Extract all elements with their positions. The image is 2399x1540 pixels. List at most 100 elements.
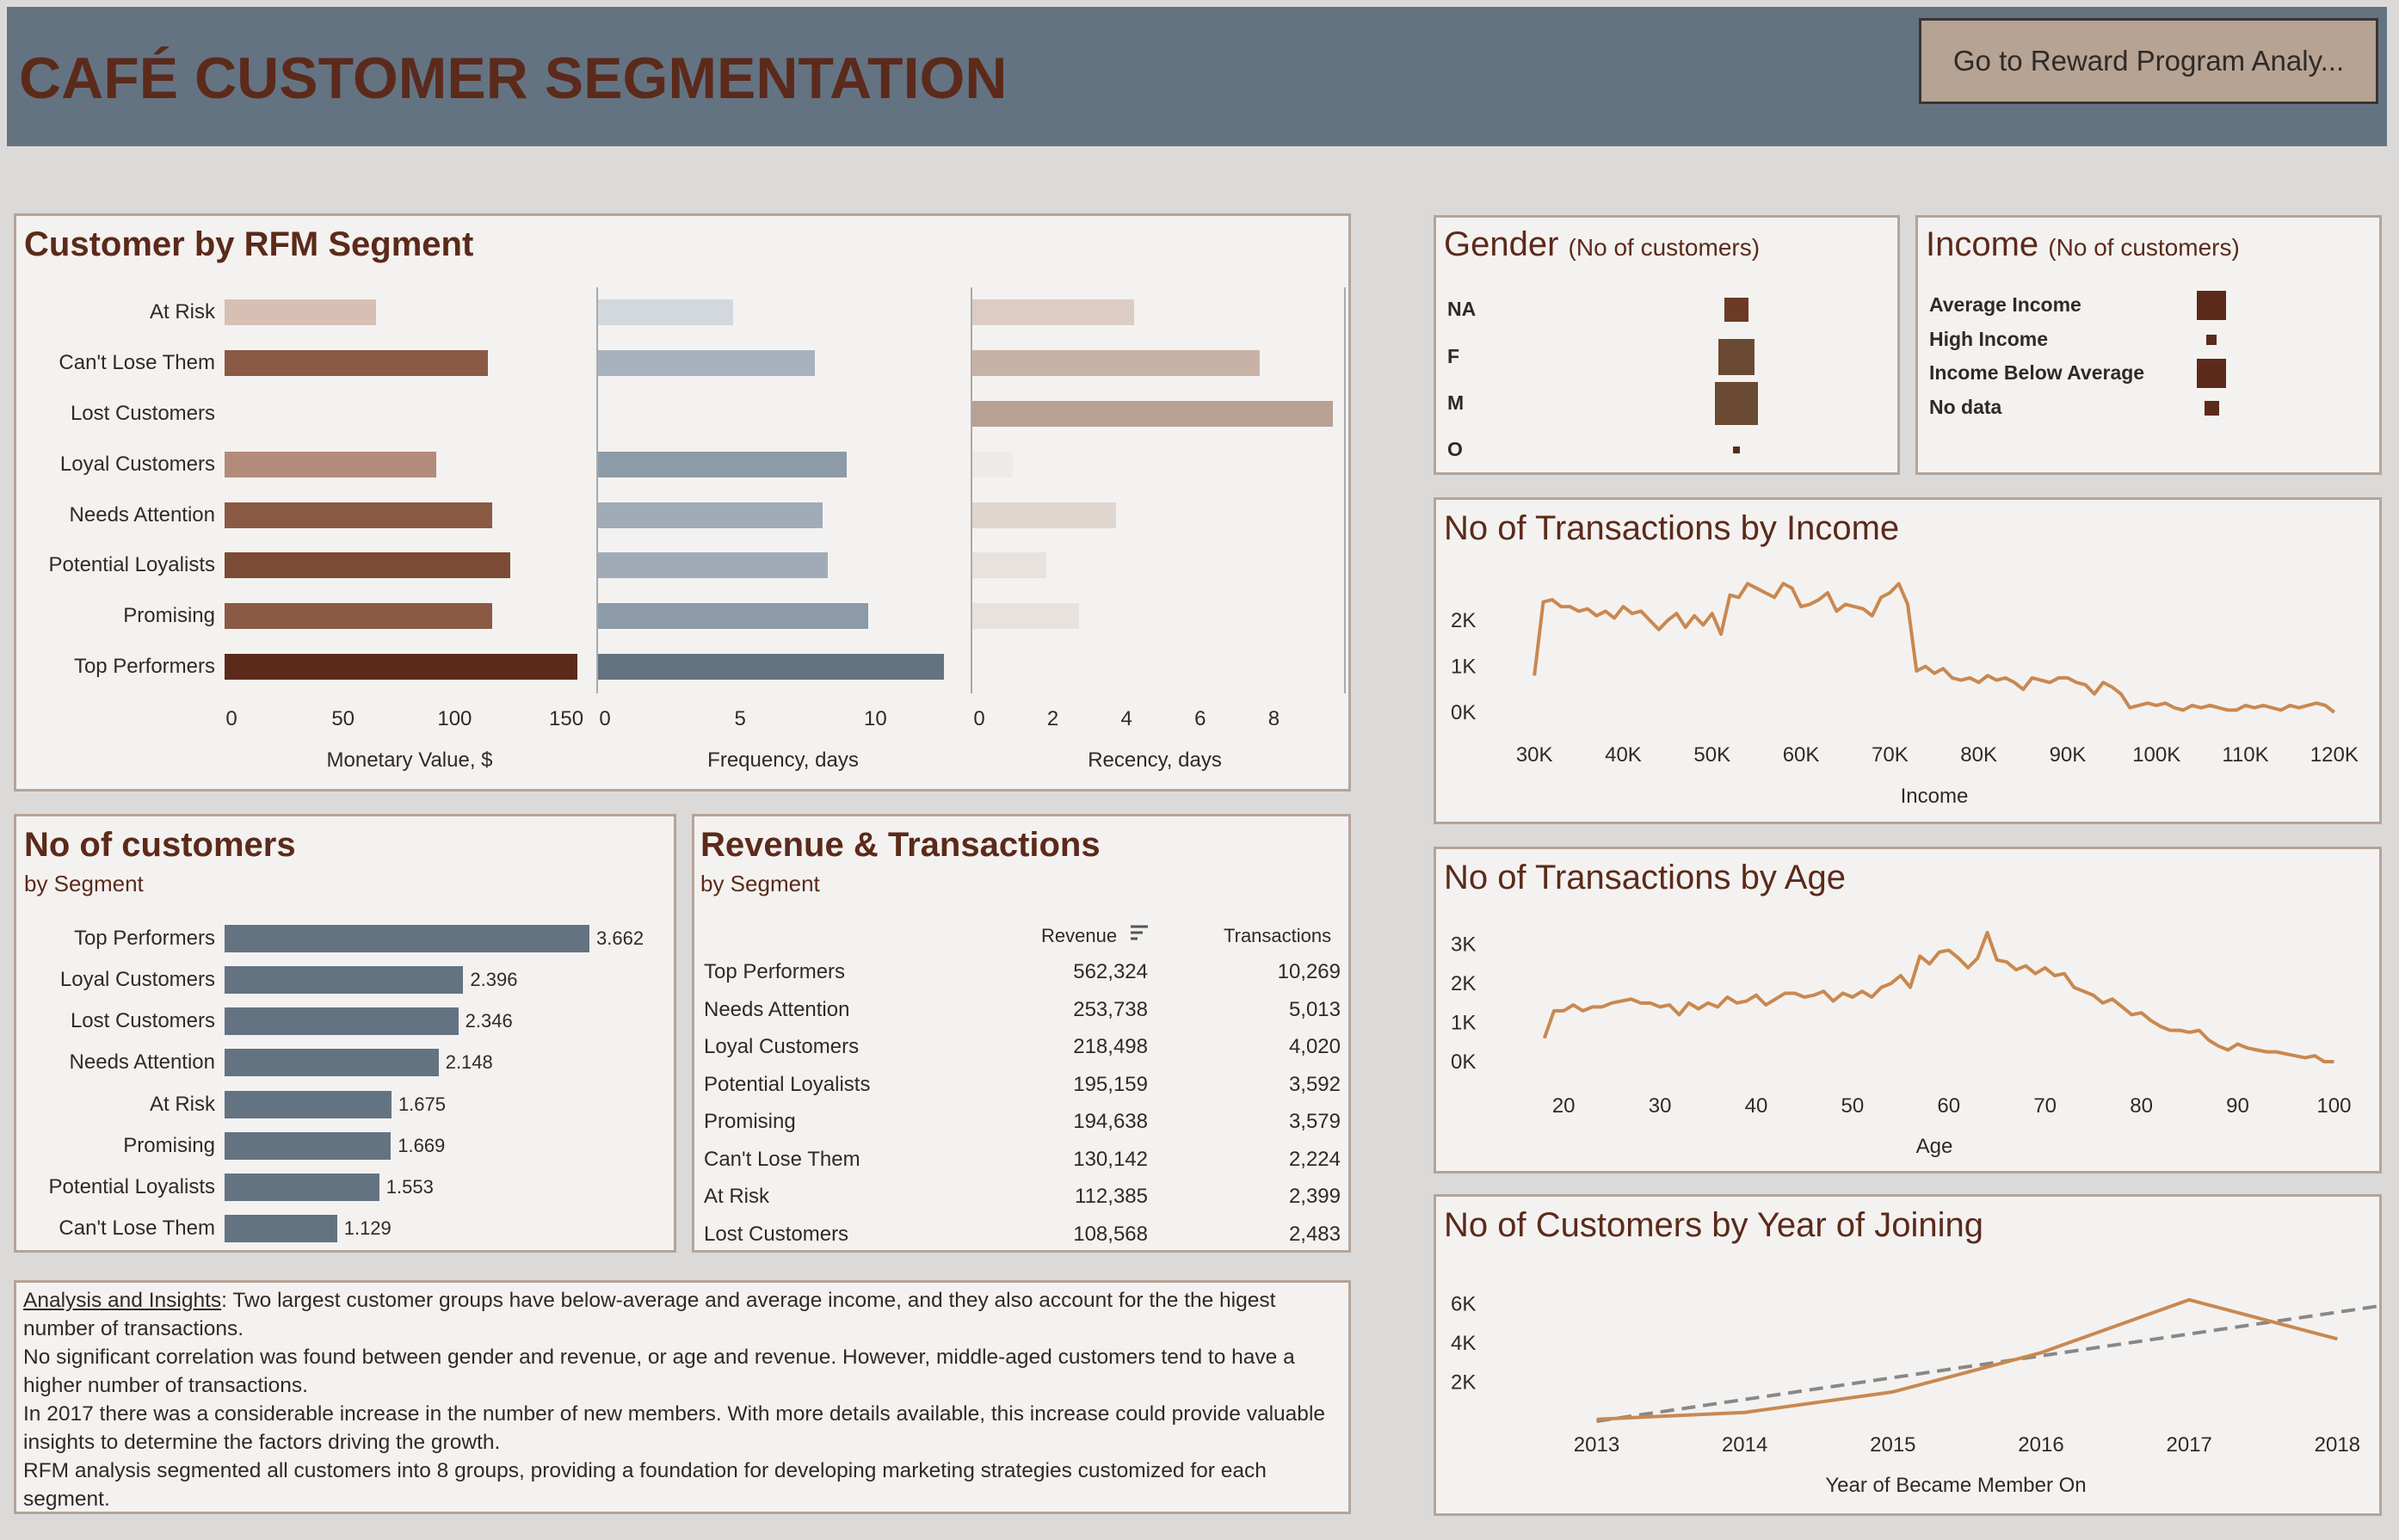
revenue-row-segment: Needs Attention xyxy=(704,997,850,1021)
y-tick-label: 6K xyxy=(1451,1292,1476,1315)
income-size-mark xyxy=(2206,335,2217,345)
go-to-reward-program-button[interactable]: Go to Reward Program Analy... xyxy=(1919,18,2378,104)
revenue-row-value: 130,142 xyxy=(1073,1147,1148,1171)
x-tick-label: 110K xyxy=(2222,743,2268,767)
customers-value-label: 1.553 xyxy=(385,1176,434,1198)
x-axis-title: Income xyxy=(1901,785,1969,808)
rfm-panel-title: Customer by RFM Segment xyxy=(24,225,474,263)
rfm-bar xyxy=(972,552,1046,578)
rfm-bar xyxy=(225,603,493,629)
x-tick-label: 20 xyxy=(1552,1094,1576,1118)
rfm-axis-title: Monetary Value, $ xyxy=(326,748,493,772)
rfm-axis-title: Recency, days xyxy=(1088,748,1222,772)
income-panel xyxy=(1915,215,2382,475)
customers-value-label: 2.148 xyxy=(445,1051,493,1073)
data-line xyxy=(1542,931,2334,1063)
insights-line-2: No significant correlation was found bet… xyxy=(23,1346,1295,1397)
x-tick-label: 80 xyxy=(2130,1094,2153,1118)
year-join-line-chart: 2013 2014 2015 2016 2017 2018 2K 4K 6K Year of Be… xyxy=(1451,1292,2382,1497)
gender-subtitle: (No of customers) xyxy=(1568,234,1761,261)
revenue-row-value: 194,638 xyxy=(1073,1110,1148,1133)
income-panel-title: Income (No of customers) xyxy=(1926,225,2240,264)
x-tick-label: 90 xyxy=(2226,1094,2249,1118)
gender-size-mark xyxy=(1715,382,1758,425)
rfm-bar xyxy=(972,299,1135,325)
customers-value-label: 1.129 xyxy=(343,1217,392,1239)
rfm-bar xyxy=(225,502,493,528)
customers-bar xyxy=(225,1173,379,1201)
customers-category-label: Needs Attention xyxy=(69,1050,215,1074)
y-tick-label: 2K xyxy=(1451,609,1476,632)
y-tick-label: 4K xyxy=(1451,1332,1476,1355)
revenue-row-transactions: 2,483 xyxy=(1288,1222,1341,1246)
revenue-panel-title: Revenue & Transactions xyxy=(700,826,1101,864)
x-tick-label: 50 xyxy=(1841,1094,1865,1118)
tx-income-title: No of Transactions by Income xyxy=(1444,509,1900,547)
x-axis-title: Year of Became Member On xyxy=(1825,1474,2086,1497)
revenue-row-value: 253,738 xyxy=(1073,997,1148,1021)
rfm-x-tick: 8 xyxy=(1267,707,1280,730)
gender-category-label: M xyxy=(1447,391,1465,414)
x-tick-label: 60K xyxy=(1783,743,1820,767)
rfm-bar xyxy=(225,552,510,578)
revenue-row-transactions: 3,592 xyxy=(1288,1072,1341,1096)
gender-panel-title: Gender (No of customers) xyxy=(1444,225,1760,264)
y-tick-label: 2K xyxy=(1451,1371,1476,1394)
rfm-bar xyxy=(972,603,1080,629)
x-tick-label: 2015 xyxy=(1870,1433,1915,1457)
revenue-column-header[interactable]: Revenue xyxy=(1041,925,1118,946)
income-category-label: Average Income xyxy=(1929,293,2081,316)
gender-panel xyxy=(1434,215,1900,475)
rfm-bar xyxy=(972,502,1116,528)
x-tick-label: 120K xyxy=(2310,743,2359,767)
income-category-label: No data xyxy=(1929,396,2002,418)
revenue-row-segment: Loyal Customers xyxy=(704,1035,860,1058)
gender-category-label: NA xyxy=(1447,298,1477,320)
x-tick-label: 70 xyxy=(2033,1094,2057,1118)
revenue-panel-subtitle: by Segment xyxy=(700,871,820,896)
rfm-x-tick: 5 xyxy=(734,707,746,730)
dashboard-title: CAFÉ CUSTOMER SEGMENTATION xyxy=(19,46,1008,111)
x-tick-label: 90K xyxy=(2050,743,2087,767)
y-tick-label: 1K xyxy=(1451,1012,1476,1035)
sort-icon[interactable] xyxy=(1129,923,1151,946)
customers-value-label: 2.346 xyxy=(465,1010,513,1032)
x-tick-label: 60 xyxy=(1937,1094,1960,1118)
x-tick-label: 30K xyxy=(1516,743,1553,767)
revenue-row-transactions: 4,020 xyxy=(1288,1035,1341,1058)
revenue-row-value: 218,498 xyxy=(1073,1035,1148,1058)
rfm-x-tick: 0 xyxy=(599,707,611,730)
rfm-bar xyxy=(225,350,489,376)
rfm-bar xyxy=(598,350,815,376)
rfm-x-tick: 150 xyxy=(549,707,584,730)
tx-age-panel xyxy=(1434,847,2382,1173)
revenue-row-transactions: 2,224 xyxy=(1288,1147,1341,1171)
x-tick-label: 2017 xyxy=(2166,1433,2211,1457)
revenue-row-transactions: 5,013 xyxy=(1288,997,1341,1021)
customers-value-label: 3.662 xyxy=(596,927,644,949)
rfm-category-label: Top Performers xyxy=(73,655,215,678)
rfm-x-tick: 10 xyxy=(864,707,887,730)
customers-bar xyxy=(225,1049,439,1076)
x-tick-label: 2018 xyxy=(2315,1433,2360,1457)
gender-size-mark xyxy=(1724,298,1748,322)
rfm-category-label: Lost Customers xyxy=(70,402,215,425)
x-tick-label: 40 xyxy=(1745,1094,1768,1118)
transactions-column-header: Transactions xyxy=(1224,925,1332,946)
customers-category-label: Lost Customers xyxy=(70,1009,215,1032)
customers-category-label: Potential Loyalists xyxy=(48,1175,215,1198)
gender-category-label: F xyxy=(1447,345,1460,367)
gender-size-mark xyxy=(1718,338,1755,376)
customers-value-label: 1.669 xyxy=(398,1135,446,1156)
rfm-x-tick: 0 xyxy=(225,707,237,730)
revenue-row-value: 108,568 xyxy=(1073,1222,1148,1246)
income-size-mark xyxy=(2197,291,2226,320)
x-axis-title: Age xyxy=(1916,1135,1953,1158)
customers-bar xyxy=(225,1091,392,1118)
revenue-row-transactions: 2,399 xyxy=(1288,1185,1341,1208)
customers-category-label: Can't Lose Them xyxy=(59,1217,215,1240)
y-tick-label: 2K xyxy=(1451,972,1476,995)
x-tick-label: 50K xyxy=(1693,743,1730,767)
customers-category-label: Promising xyxy=(123,1134,215,1157)
rfm-x-tick: 0 xyxy=(973,707,985,730)
